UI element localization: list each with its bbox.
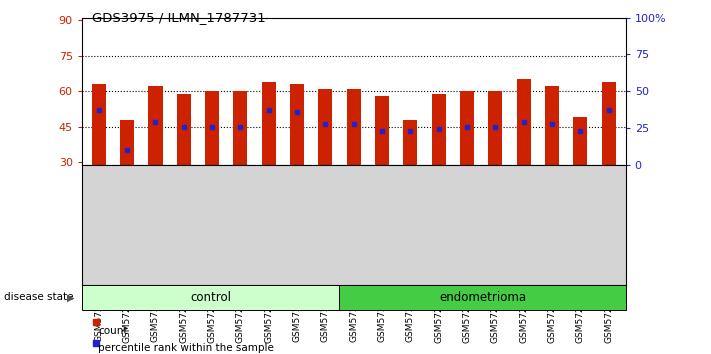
- Bar: [375, 96, 389, 165]
- Bar: [120, 120, 134, 165]
- Text: percentile rank within the sample: percentile rank within the sample: [98, 343, 274, 353]
- Bar: [488, 91, 503, 165]
- Bar: [290, 84, 304, 165]
- Bar: [82, 285, 339, 310]
- Bar: [319, 89, 333, 165]
- Bar: [432, 93, 446, 165]
- Bar: [233, 91, 247, 165]
- Text: count: count: [98, 326, 127, 336]
- Bar: [517, 79, 531, 165]
- Text: ▶: ▶: [68, 292, 75, 302]
- Bar: [339, 285, 626, 310]
- Bar: [347, 89, 360, 165]
- Bar: [205, 91, 219, 165]
- Text: GDS3975 / ILMN_1787731: GDS3975 / ILMN_1787731: [92, 11, 266, 24]
- Bar: [602, 82, 616, 165]
- Bar: [176, 93, 191, 165]
- Bar: [262, 82, 276, 165]
- Bar: [545, 86, 559, 165]
- Text: disease state: disease state: [4, 292, 73, 302]
- Bar: [92, 84, 106, 165]
- Bar: [149, 86, 163, 165]
- Bar: [460, 91, 474, 165]
- Bar: [573, 117, 587, 165]
- Bar: [403, 120, 417, 165]
- Text: control: control: [190, 291, 231, 304]
- Text: endometrioma: endometrioma: [439, 291, 526, 304]
